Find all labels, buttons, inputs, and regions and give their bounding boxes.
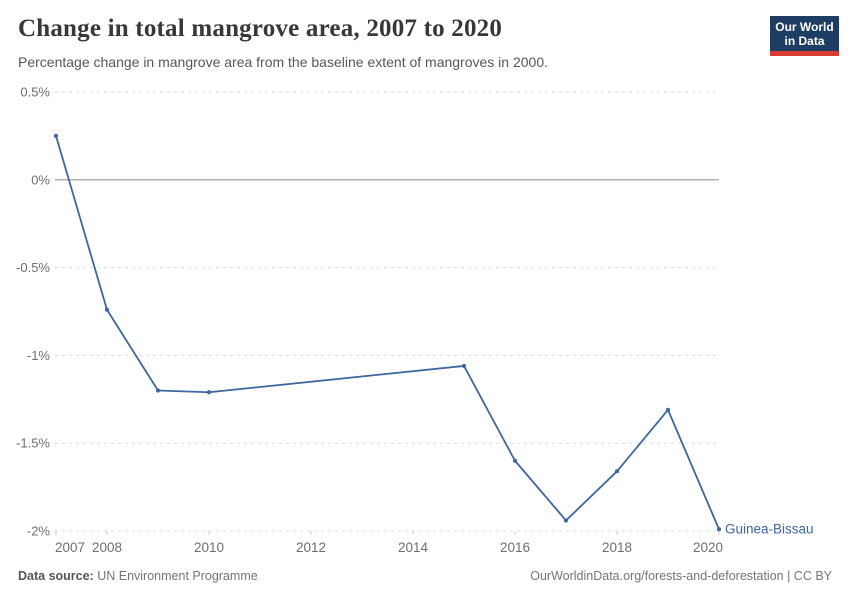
owid-logo-red-bar [770,51,839,56]
y-tick-label: 0.5% [20,85,50,100]
x-tick-label: 2010 [194,540,224,555]
x-tick-label: 2020 [693,540,723,555]
y-tick-label: 0% [31,172,50,187]
data-point[interactable] [563,518,569,523]
x-tick-label: 2007 [55,540,85,555]
owid-logo-line2: in Data [784,34,825,48]
owid-credit-link[interactable]: OurWorldinData.org/forests-and-deforesta… [530,569,832,583]
data-source-label: Data source: [18,569,94,583]
owid-logo[interactable]: Our World in Data [770,16,839,56]
chart-title: Change in total mangrove area, 2007 to 2… [18,15,503,42]
y-tick-label: -1.5% [16,436,50,451]
data-point[interactable] [53,133,59,138]
y-tick-label: -0.5% [16,260,50,275]
x-tick-label: 2012 [296,540,326,555]
y-tick-label: -2% [27,524,51,539]
data-point[interactable] [665,407,671,412]
data-source-value: UN Environment Programme [97,569,258,583]
owid-logo-text: Our World in Data [770,16,839,51]
data-point[interactable] [461,363,467,369]
chart-footer: Data source: UN Environment Programme Ou… [18,569,832,583]
x-tick-label: 2018 [602,540,632,555]
data-point[interactable] [614,469,620,474]
series-end-label: Guinea-Bissau [725,522,814,537]
data-point[interactable] [155,388,161,393]
series-line-guinea-bissau[interactable] [55,134,720,531]
data-point[interactable] [206,390,212,395]
y-tick-label: -1% [27,348,51,363]
data-point[interactable] [716,527,722,532]
x-tick-label: 2016 [500,540,530,555]
data-point[interactable] [104,307,110,312]
chart-subtitle: Percentage change in mangrove area from … [18,54,548,70]
data-point[interactable] [512,458,518,463]
owid-logo-line1: Our World [775,20,834,34]
x-tick-label: 2008 [92,540,122,555]
x-tick-label: 2014 [398,540,429,555]
data-source: Data source: UN Environment Programme [18,569,258,583]
